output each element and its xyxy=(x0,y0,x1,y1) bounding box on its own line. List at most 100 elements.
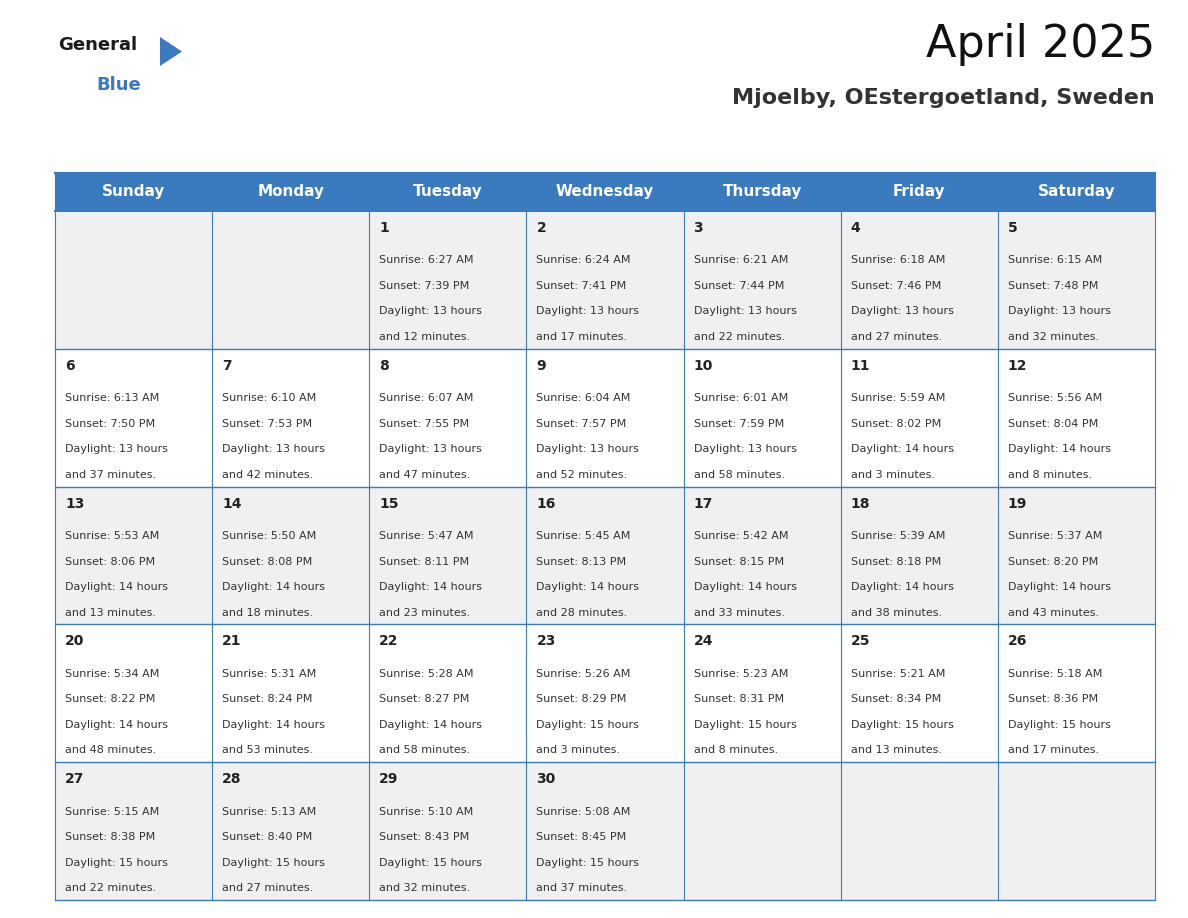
Text: Sunset: 8:40 PM: Sunset: 8:40 PM xyxy=(222,832,312,842)
Text: Daylight: 14 hours: Daylight: 14 hours xyxy=(694,582,797,592)
Text: Sunset: 7:53 PM: Sunset: 7:53 PM xyxy=(222,419,312,429)
Text: Sunrise: 5:45 AM: Sunrise: 5:45 AM xyxy=(537,531,631,541)
Text: Daylight: 15 hours: Daylight: 15 hours xyxy=(537,857,639,868)
Text: Sunrise: 5:18 AM: Sunrise: 5:18 AM xyxy=(1007,669,1102,678)
Text: Daylight: 15 hours: Daylight: 15 hours xyxy=(1007,720,1111,730)
Text: Sunset: 8:36 PM: Sunset: 8:36 PM xyxy=(1007,694,1098,704)
Text: Daylight: 15 hours: Daylight: 15 hours xyxy=(694,720,796,730)
Text: Daylight: 13 hours: Daylight: 13 hours xyxy=(65,444,168,454)
Text: Sunrise: 5:23 AM: Sunrise: 5:23 AM xyxy=(694,669,788,678)
Text: 25: 25 xyxy=(851,634,871,648)
Text: Sunset: 8:27 PM: Sunset: 8:27 PM xyxy=(379,694,469,704)
Text: Friday: Friday xyxy=(893,185,946,199)
Text: Daylight: 15 hours: Daylight: 15 hours xyxy=(379,857,482,868)
Text: and 8 minutes.: and 8 minutes. xyxy=(1007,470,1092,480)
Text: Monday: Monday xyxy=(258,185,324,199)
Text: and 37 minutes.: and 37 minutes. xyxy=(537,883,627,893)
Text: and 22 minutes.: and 22 minutes. xyxy=(694,332,785,341)
Text: 8: 8 xyxy=(379,359,388,373)
Text: Daylight: 13 hours: Daylight: 13 hours xyxy=(694,307,796,317)
Text: 11: 11 xyxy=(851,359,871,373)
Polygon shape xyxy=(160,37,182,66)
Text: Sunrise: 5:21 AM: Sunrise: 5:21 AM xyxy=(851,669,946,678)
Text: Sunrise: 5:31 AM: Sunrise: 5:31 AM xyxy=(222,669,316,678)
Text: Sunset: 8:18 PM: Sunset: 8:18 PM xyxy=(851,556,941,566)
Text: Sunrise: 6:07 AM: Sunrise: 6:07 AM xyxy=(379,393,474,403)
Text: Sunset: 8:31 PM: Sunset: 8:31 PM xyxy=(694,694,784,704)
Bar xyxy=(55,173,1155,211)
Text: 15: 15 xyxy=(379,497,399,510)
Text: Sunset: 8:24 PM: Sunset: 8:24 PM xyxy=(222,694,312,704)
Text: Sunrise: 6:01 AM: Sunrise: 6:01 AM xyxy=(694,393,788,403)
Text: 12: 12 xyxy=(1007,359,1028,373)
Text: Sunset: 8:13 PM: Sunset: 8:13 PM xyxy=(537,556,626,566)
Text: and 38 minutes.: and 38 minutes. xyxy=(851,608,942,618)
Text: 20: 20 xyxy=(65,634,84,648)
Text: and 12 minutes.: and 12 minutes. xyxy=(379,332,470,341)
Text: 24: 24 xyxy=(694,634,713,648)
Text: Sunset: 8:15 PM: Sunset: 8:15 PM xyxy=(694,556,784,566)
Text: Sunrise: 6:10 AM: Sunrise: 6:10 AM xyxy=(222,393,316,403)
Text: and 17 minutes.: and 17 minutes. xyxy=(1007,745,1099,756)
Text: Sunset: 8:11 PM: Sunset: 8:11 PM xyxy=(379,556,469,566)
Text: and 3 minutes.: and 3 minutes. xyxy=(537,745,620,756)
Text: Daylight: 14 hours: Daylight: 14 hours xyxy=(537,582,639,592)
Text: Sunrise: 5:53 AM: Sunrise: 5:53 AM xyxy=(65,531,159,541)
Text: 14: 14 xyxy=(222,497,241,510)
Text: Sunrise: 6:15 AM: Sunrise: 6:15 AM xyxy=(1007,255,1102,265)
Text: Sunset: 7:59 PM: Sunset: 7:59 PM xyxy=(694,419,784,429)
Text: 7: 7 xyxy=(222,359,232,373)
Text: Daylight: 13 hours: Daylight: 13 hours xyxy=(851,307,954,317)
Text: Daylight: 14 hours: Daylight: 14 hours xyxy=(1007,444,1111,454)
Text: Sunrise: 5:47 AM: Sunrise: 5:47 AM xyxy=(379,531,474,541)
Text: Sunset: 8:29 PM: Sunset: 8:29 PM xyxy=(537,694,627,704)
Text: 28: 28 xyxy=(222,772,241,786)
Text: Sunset: 8:34 PM: Sunset: 8:34 PM xyxy=(851,694,941,704)
Text: 6: 6 xyxy=(65,359,75,373)
Text: and 18 minutes.: and 18 minutes. xyxy=(222,608,314,618)
Text: 4: 4 xyxy=(851,221,860,235)
Text: Sunrise: 5:10 AM: Sunrise: 5:10 AM xyxy=(379,807,474,817)
Text: 21: 21 xyxy=(222,634,241,648)
Text: Sunrise: 5:59 AM: Sunrise: 5:59 AM xyxy=(851,393,946,403)
Text: Sunset: 7:39 PM: Sunset: 7:39 PM xyxy=(379,281,469,291)
Text: 19: 19 xyxy=(1007,497,1028,510)
Text: Blue: Blue xyxy=(96,76,140,94)
Text: and 17 minutes.: and 17 minutes. xyxy=(537,332,627,341)
Text: 30: 30 xyxy=(537,772,556,786)
Text: Sunrise: 6:21 AM: Sunrise: 6:21 AM xyxy=(694,255,788,265)
Text: 22: 22 xyxy=(379,634,399,648)
Text: Daylight: 14 hours: Daylight: 14 hours xyxy=(65,720,168,730)
Text: 13: 13 xyxy=(65,497,84,510)
Text: 1: 1 xyxy=(379,221,388,235)
Text: Sunrise: 5:13 AM: Sunrise: 5:13 AM xyxy=(222,807,316,817)
Text: Sunset: 7:50 PM: Sunset: 7:50 PM xyxy=(65,419,156,429)
Text: Wednesday: Wednesday xyxy=(556,185,655,199)
Text: Daylight: 13 hours: Daylight: 13 hours xyxy=(379,444,482,454)
Text: 2: 2 xyxy=(537,221,546,235)
Text: Daylight: 15 hours: Daylight: 15 hours xyxy=(851,720,954,730)
Text: 29: 29 xyxy=(379,772,399,786)
Text: Daylight: 13 hours: Daylight: 13 hours xyxy=(537,307,639,317)
Text: Sunset: 8:38 PM: Sunset: 8:38 PM xyxy=(65,832,156,842)
Text: Sunset: 7:57 PM: Sunset: 7:57 PM xyxy=(537,419,627,429)
Text: Sunset: 8:08 PM: Sunset: 8:08 PM xyxy=(222,556,312,566)
Text: Daylight: 15 hours: Daylight: 15 hours xyxy=(222,857,326,868)
Text: Sunset: 8:02 PM: Sunset: 8:02 PM xyxy=(851,419,941,429)
Text: 16: 16 xyxy=(537,497,556,510)
Text: Sunset: 7:44 PM: Sunset: 7:44 PM xyxy=(694,281,784,291)
Text: Daylight: 15 hours: Daylight: 15 hours xyxy=(537,720,639,730)
Text: Sunrise: 6:24 AM: Sunrise: 6:24 AM xyxy=(537,255,631,265)
Text: Sunrise: 5:56 AM: Sunrise: 5:56 AM xyxy=(1007,393,1102,403)
Bar xyxy=(55,762,1155,900)
Text: and 47 minutes.: and 47 minutes. xyxy=(379,470,470,480)
Text: and 58 minutes.: and 58 minutes. xyxy=(379,745,470,756)
Text: and 48 minutes.: and 48 minutes. xyxy=(65,745,157,756)
Text: Sunset: 8:43 PM: Sunset: 8:43 PM xyxy=(379,832,469,842)
Text: Sunset: 7:55 PM: Sunset: 7:55 PM xyxy=(379,419,469,429)
Text: Sunrise: 5:26 AM: Sunrise: 5:26 AM xyxy=(537,669,631,678)
Text: Sunset: 8:06 PM: Sunset: 8:06 PM xyxy=(65,556,156,566)
Text: Sunrise: 5:15 AM: Sunrise: 5:15 AM xyxy=(65,807,159,817)
Text: and 58 minutes.: and 58 minutes. xyxy=(694,470,785,480)
Text: and 27 minutes.: and 27 minutes. xyxy=(851,332,942,341)
